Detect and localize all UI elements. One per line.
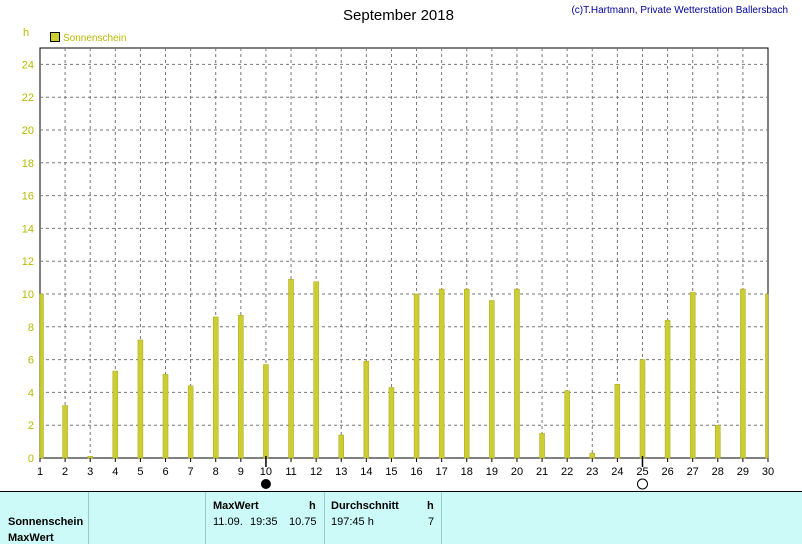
bar [740, 288, 746, 459]
x-tick-label: 24 [611, 466, 623, 478]
bar [39, 293, 44, 459]
legend-swatch [50, 32, 60, 42]
legend-label: Sonnenschein [63, 33, 127, 44]
bar [664, 319, 671, 459]
y-tick-label: 0 [28, 453, 34, 465]
bar [87, 456, 93, 459]
bar [263, 364, 269, 459]
bar [338, 434, 344, 459]
y-tick-label: 22 [22, 92, 34, 104]
bar [413, 293, 420, 459]
bar [238, 315, 244, 459]
bar [62, 405, 68, 459]
x-tick-label: 20 [511, 466, 523, 478]
x-tick-label: 18 [461, 466, 473, 478]
x-tick-label: 21 [536, 466, 548, 478]
x-tick-label: 30 [762, 466, 774, 478]
bar [112, 370, 119, 459]
x-tick-label: 3 [87, 466, 93, 478]
avg-cell [325, 492, 442, 544]
y-tick-label: 12 [22, 256, 34, 268]
x-tick-label: 27 [687, 466, 699, 478]
y-tick-label: 16 [22, 191, 34, 203]
max-header: MaxWert [213, 500, 259, 512]
max-unit: h [309, 500, 316, 512]
x-tick-label: 6 [162, 466, 168, 478]
new-moon-icon [260, 479, 271, 489]
y-tick-label: 10 [22, 289, 34, 301]
x-tick-label: 16 [410, 466, 422, 478]
x-tick-label: 7 [188, 466, 194, 478]
y-tick-label: 2 [28, 420, 34, 432]
empty-cell [89, 492, 206, 544]
y-tick-label: 14 [22, 223, 34, 235]
x-tick-label: 19 [486, 466, 498, 478]
x-tick-label: 10 [260, 466, 272, 478]
max-time: 19:35 [250, 516, 278, 528]
credit-text: (c)T.Hartmann, Private Wetterstation Bal… [571, 5, 788, 16]
row-label-cell [0, 492, 89, 544]
x-tick-label: 26 [661, 466, 673, 478]
y-tick-label: 4 [28, 387, 34, 399]
x-tick-label: 13 [335, 466, 347, 478]
legend: Sonnenschein [50, 32, 126, 44]
y-tick-label: 18 [22, 158, 34, 170]
bar [313, 281, 319, 459]
bar [639, 359, 646, 459]
x-tick-label: 11 [285, 466, 296, 478]
x-tick-label: 9 [238, 466, 244, 478]
x-tick-label: 8 [213, 466, 219, 478]
bar [288, 278, 294, 459]
x-tick-label: 15 [385, 466, 397, 478]
max-cell [206, 492, 325, 544]
avg-extra: 7 [428, 516, 435, 528]
bar [489, 300, 495, 459]
x-tick-label: 4 [112, 466, 118, 478]
y-tick-label: 24 [22, 59, 34, 71]
row-label-sonnenschein: Sonnenschein [8, 516, 84, 528]
bar [388, 387, 395, 459]
bar [438, 288, 445, 459]
x-tick-label: 2 [62, 466, 68, 478]
row-label-maxwert: MaxWert [8, 532, 54, 544]
max-value: 10.75 [289, 516, 317, 528]
bar [162, 374, 169, 459]
bar [137, 339, 144, 459]
x-tick-label: 1 [37, 466, 43, 478]
bar [514, 288, 520, 459]
x-tick-label: 29 [737, 466, 749, 478]
x-tick-label: 17 [436, 466, 448, 478]
y-tick-label: 8 [28, 322, 34, 334]
x-tick-label: 23 [586, 466, 598, 478]
x-tick-label: 12 [310, 466, 322, 478]
bar [689, 292, 696, 459]
x-tick-label: 25 [636, 466, 648, 478]
bar [464, 288, 470, 459]
bar [614, 383, 621, 459]
full-moon-icon [636, 478, 648, 490]
summary-table: Sonnenschein MaxWert MaxWert h 11.09. 19… [0, 491, 802, 544]
x-tick-label: 5 [137, 466, 143, 478]
bar [539, 433, 545, 459]
bar [715, 424, 721, 459]
plot-frame [39, 47, 769, 459]
y-tick-label: 20 [22, 125, 34, 137]
avg-unit: h [427, 500, 434, 512]
x-tick-label: 14 [360, 466, 372, 478]
bar [187, 385, 194, 459]
y-tick-label: 6 [28, 355, 34, 367]
bar [564, 390, 570, 459]
max-date: 11.09. [213, 516, 243, 528]
avg-value: 197:45 h [331, 516, 374, 528]
bar [765, 293, 769, 459]
bar [212, 316, 219, 459]
x-tick-label: 22 [561, 466, 573, 478]
chart-title: September 2018 [343, 7, 454, 24]
avg-header: Durchschnitt [331, 500, 399, 512]
y-axis-unit: h [23, 27, 30, 39]
bar [589, 452, 596, 459]
bar [363, 360, 370, 459]
x-tick-label: 28 [712, 466, 724, 478]
